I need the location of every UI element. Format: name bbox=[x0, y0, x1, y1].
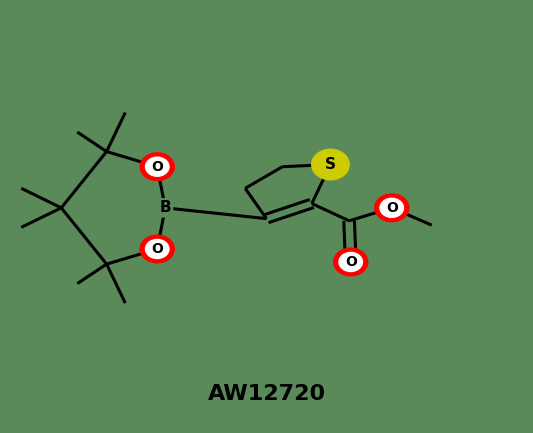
Circle shape bbox=[146, 239, 169, 259]
Circle shape bbox=[375, 194, 409, 222]
Circle shape bbox=[312, 149, 349, 180]
Text: S: S bbox=[325, 157, 336, 172]
Circle shape bbox=[380, 198, 403, 217]
Text: O: O bbox=[386, 201, 398, 215]
Circle shape bbox=[339, 252, 362, 271]
Circle shape bbox=[140, 235, 174, 263]
Text: AW12720: AW12720 bbox=[207, 384, 326, 404]
Circle shape bbox=[146, 157, 169, 176]
Text: O: O bbox=[151, 242, 163, 256]
Circle shape bbox=[334, 248, 368, 276]
Text: B: B bbox=[159, 200, 171, 215]
Circle shape bbox=[140, 153, 174, 181]
Text: O: O bbox=[151, 160, 163, 174]
Text: O: O bbox=[345, 255, 357, 269]
